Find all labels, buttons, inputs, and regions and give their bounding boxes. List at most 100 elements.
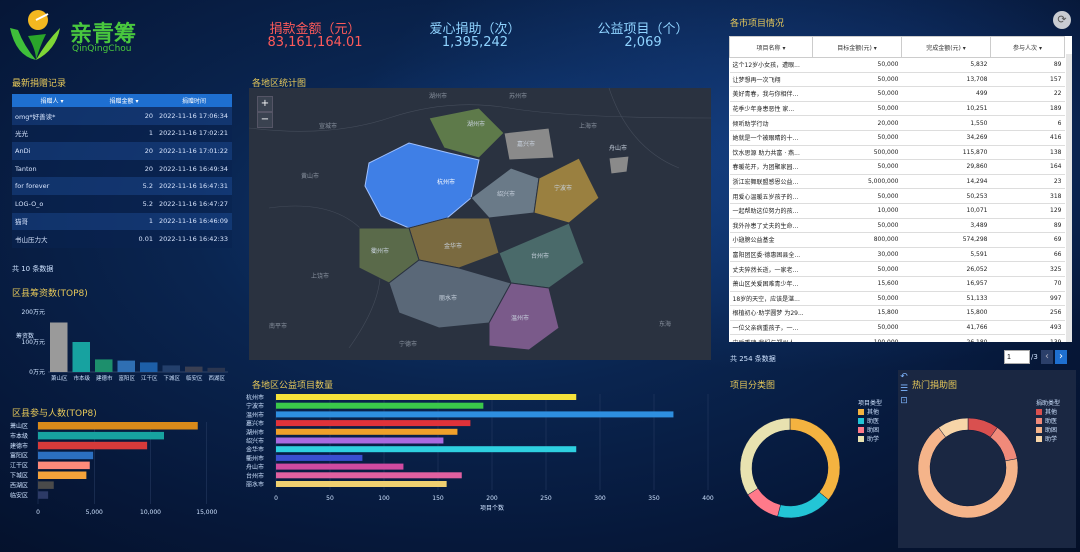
project-row[interactable]: 让梦想再一次飞翔 50,000 13,708 157: [729, 72, 1065, 88]
slice-助医[interactable]: [989, 427, 1018, 462]
project-row[interactable]: 一起帮助这位努力的孩... 10,000 10,071 129: [729, 203, 1065, 219]
list-icon[interactable]: ☰: [899, 384, 909, 394]
project-row[interactable]: 花季少年身患恶性 家... 50,000 10,251 189: [729, 101, 1065, 117]
participant-count: 157: [990, 72, 1065, 88]
bar-富阳区: [38, 451, 94, 460]
participant-count: 70: [990, 276, 1065, 292]
legend-item[interactable]: 助医: [1036, 416, 1060, 425]
y-tick: 富阳区: [10, 452, 28, 460]
x-tick: 市本级: [73, 374, 90, 382]
region-ningbo[interactable]: [533, 157, 600, 224]
project-row[interactable]: 18岁的天空，应该是湛... 50,000 51,133 997: [729, 291, 1065, 307]
hot-donation-legend: 捐助类型 其他 助医 助困 助学: [1036, 398, 1060, 443]
legend-item[interactable]: 助医: [858, 416, 882, 425]
slice-助困[interactable]: [747, 488, 781, 517]
col-completed[interactable]: 完成金额(元) ▾: [901, 36, 991, 58]
donation-row[interactable]: Tanton 20 2022-11-16 16:49:34: [12, 159, 232, 178]
county-participants-chart: 0 5,000 10,000 15,000 萧山区市本级建德市富阳区江干区下城区西湖区临…: [10, 422, 217, 516]
slice-助医[interactable]: [777, 491, 829, 519]
donation-row[interactable]: omg*好善读* 20 2022-11-16 17:06:34: [12, 107, 232, 125]
legend-item[interactable]: 助学: [858, 434, 882, 443]
slice-助学[interactable]: [938, 417, 969, 438]
map-label-jinhua: 金华市: [444, 242, 462, 250]
region-zhoushan[interactable]: [608, 155, 630, 175]
map-panel[interactable]: 杭州市 湖州市 嘉兴市 绍兴市 宁波市 舟山市 金华市 台州市 衢州市 丽水市 …: [249, 88, 711, 360]
legend-item[interactable]: 助学: [1036, 434, 1060, 443]
participant-count: 22: [990, 86, 1065, 102]
save-icon[interactable]: ⊡: [900, 396, 908, 406]
next-page-button[interactable]: ›: [1055, 350, 1067, 364]
region-hangzhou[interactable]: [364, 142, 480, 229]
project-name: 春暖花开，为团聚家园...: [729, 159, 813, 175]
refresh-button[interactable]: ⟳: [1053, 11, 1071, 29]
bar-绍兴市: [276, 437, 444, 444]
project-row[interactable]: 用爱心温暖五岁孩子的... 50,000 50,253 318: [729, 188, 1065, 204]
project-row[interactable]: 富阳团区委·德惠困县全... 30,000 5,591 66: [729, 247, 1065, 263]
legend-item[interactable]: 助困: [858, 425, 882, 434]
prev-page-button[interactable]: ‹: [1041, 350, 1053, 364]
x-tick: 0: [274, 495, 278, 502]
project-row[interactable]: 小翅膀公益基金 800,000 574,298 69: [729, 232, 1065, 248]
donation-amount: 5.2: [92, 177, 156, 195]
project-name: 18岁的天空，应该是湛...: [729, 291, 813, 307]
region-jiaxing[interactable]: [503, 127, 555, 161]
target-amount: 50,000: [812, 218, 902, 234]
map-label-hangzhou: 杭州市: [437, 178, 455, 186]
donation-time: 2022-11-16 16:46:09: [156, 212, 232, 231]
project-row[interactable]: 她就是一个被眼睛的十... 50,000 34,269 416: [729, 130, 1065, 146]
col-target[interactable]: 目标金额(元) ▾: [812, 36, 902, 58]
donation-row[interactable]: for forever 5.2 2022-11-16 16:47:31: [12, 177, 232, 195]
project-row[interactable]: 萧山区关爱困难青少年... 15,600 16,957 70: [729, 276, 1065, 292]
region-huzhou[interactable]: [428, 107, 505, 159]
project-row[interactable]: 浙江宏舞联盟感恩公益... 5,000,000 14,294 23: [729, 174, 1065, 190]
col-donor[interactable]: 捐赠人 ▾: [12, 94, 92, 107]
project-row[interactable]: 我外孙患了丈夫的生命... 50,000 3,489 89: [729, 218, 1065, 234]
col-project-name[interactable]: 项目名称 ▾: [729, 36, 813, 58]
completed-amount: 1,550: [901, 115, 991, 131]
map-zoom-out[interactable]: −: [257, 112, 273, 128]
project-row[interactable]: 饮水思源 助力共富 · 燕... 500,000 115,870 138: [729, 145, 1065, 161]
map-zoom-in[interactable]: +: [257, 96, 273, 112]
col-participants[interactable]: 参与人次 ▾: [990, 36, 1065, 58]
donation-row[interactable]: 书山压力大 0.01 2022-11-16 16:42:33: [12, 230, 232, 248]
y-tick: 金华市: [246, 446, 264, 454]
region-wenzhou[interactable]: [488, 282, 560, 351]
project-name: 浙江宏舞联盟感恩公益...: [729, 174, 813, 190]
map-label-huangshan: 黄山市: [301, 172, 319, 180]
project-row[interactable]: 根植初心·助学圆梦 为29... 15,800 15,800 256: [729, 305, 1065, 321]
region-taizhou[interactable]: [498, 222, 585, 289]
donation-row[interactable]: LOG-O_o 5.2 2022-11-16 16:47:27: [12, 194, 232, 213]
completed-amount: 51,133: [901, 291, 991, 307]
slice-助学[interactable]: [739, 417, 791, 496]
legend-item[interactable]: 助困: [1036, 425, 1060, 434]
donor-name: Tanton: [12, 159, 92, 178]
col-amount[interactable]: 捐赠金额 ▾: [92, 94, 156, 107]
col-time[interactable]: 捐赠时间: [156, 94, 232, 107]
x-tick: 富阳区: [118, 374, 135, 382]
bar-嘉兴市: [276, 420, 471, 427]
y-axis-label: 筹资数: [16, 332, 34, 340]
page-input[interactable]: [1004, 350, 1030, 364]
project-row[interactable]: 春暖花开，为团聚家园... 50,000 29,860 164: [729, 159, 1065, 175]
donation-row[interactable]: 光光 1 2022-11-16 17:02:21: [12, 124, 232, 143]
y-tick: 湖州市: [246, 428, 264, 436]
table-scrollbar[interactable]: [1066, 54, 1072, 342]
legend-item[interactable]: 其他: [858, 407, 882, 416]
completed-amount: 5,832: [901, 57, 991, 73]
map-label-shangrao: 上饶市: [311, 272, 329, 280]
project-row[interactable]: 丈夫猝然长逝，一家老... 50,000 26,052 325: [729, 261, 1065, 277]
legend-item[interactable]: 其他: [1036, 407, 1060, 416]
region-map[interactable]: 杭州市 湖州市 嘉兴市 绍兴市 宁波市 舟山市 金华市 台州市 衢州市 丽水市 …: [249, 88, 711, 360]
slice-其他[interactable]: [789, 417, 841, 501]
donation-row[interactable]: 猫哥 1 2022-11-16 16:46:09: [12, 212, 232, 231]
project-row[interactable]: 倾听助学行动 20,000 1,550 6: [729, 115, 1065, 131]
project-row[interactable]: 这个12岁小女孩，遭眼... 50,000 5,832 89: [729, 57, 1065, 73]
donation-row[interactable]: AnDi 20 2022-11-16 17:01:22: [12, 142, 232, 160]
project-row[interactable]: 一位父亲病重孩子，一... 50,000 41,766 493: [729, 320, 1065, 336]
slice-助困[interactable]: [917, 427, 1019, 519]
y-tick: 萧山区: [10, 422, 28, 430]
undo-icon[interactable]: ↶: [900, 372, 908, 382]
completed-amount: 574,298: [901, 232, 991, 248]
project-row[interactable]: 美好青春，我与你相伴... 50,000 499 22: [729, 86, 1065, 102]
